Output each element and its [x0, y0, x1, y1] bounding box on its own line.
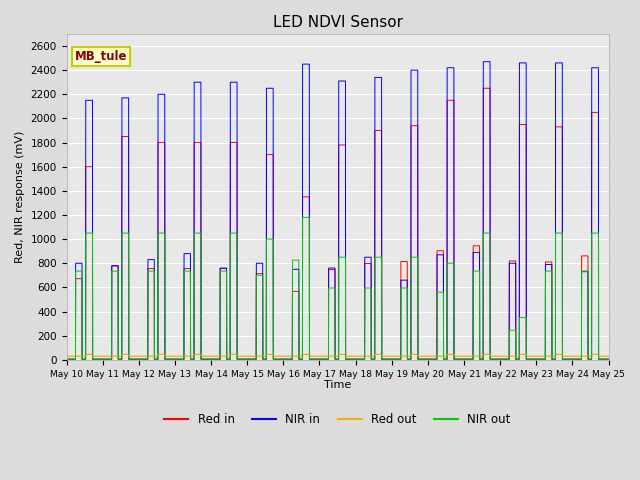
Y-axis label: Red, NIR response (mV): Red, NIR response (mV): [15, 131, 25, 263]
Red in: [605, 356, 612, 362]
Line: NIR out: NIR out: [67, 217, 609, 359]
NIR in: [605, 356, 612, 362]
NIR in: [603, 356, 611, 362]
NIR in: [173, 356, 180, 362]
Red out: [266, 351, 273, 357]
Red in: [179, 356, 186, 362]
Red in: [479, 85, 487, 91]
Red out: [179, 353, 186, 359]
NIR out: [179, 356, 186, 362]
NIR in: [412, 67, 420, 73]
NIR out: [63, 356, 70, 362]
NIR in: [63, 356, 70, 362]
Red in: [412, 123, 420, 129]
Line: NIR in: NIR in: [67, 62, 609, 359]
NIR in: [179, 356, 186, 362]
Red out: [603, 353, 611, 359]
Line: Red in: Red in: [67, 88, 609, 359]
Red in: [173, 356, 180, 362]
Red out: [412, 351, 420, 357]
Title: LED NDVI Sensor: LED NDVI Sensor: [273, 15, 403, 30]
Red out: [605, 353, 612, 359]
NIR in: [490, 356, 497, 362]
NIR out: [299, 215, 307, 220]
Red out: [82, 351, 90, 357]
Red out: [173, 353, 180, 359]
NIR out: [173, 356, 180, 362]
Red out: [63, 353, 70, 359]
NIR in: [479, 59, 487, 65]
Line: Red out: Red out: [67, 354, 609, 356]
X-axis label: Time: Time: [324, 380, 351, 390]
NIR out: [603, 356, 611, 362]
Red in: [603, 356, 611, 362]
Red in: [266, 152, 273, 157]
NIR out: [490, 356, 497, 362]
Legend: Red in, NIR in, Red out, NIR out: Red in, NIR in, Red out, NIR out: [160, 408, 515, 431]
Red in: [63, 356, 70, 362]
Red out: [490, 353, 497, 359]
NIR in: [266, 85, 273, 91]
NIR out: [266, 236, 273, 242]
Text: MB_tule: MB_tule: [75, 50, 127, 63]
Red in: [490, 356, 497, 362]
NIR out: [605, 356, 612, 362]
NIR out: [412, 254, 420, 260]
